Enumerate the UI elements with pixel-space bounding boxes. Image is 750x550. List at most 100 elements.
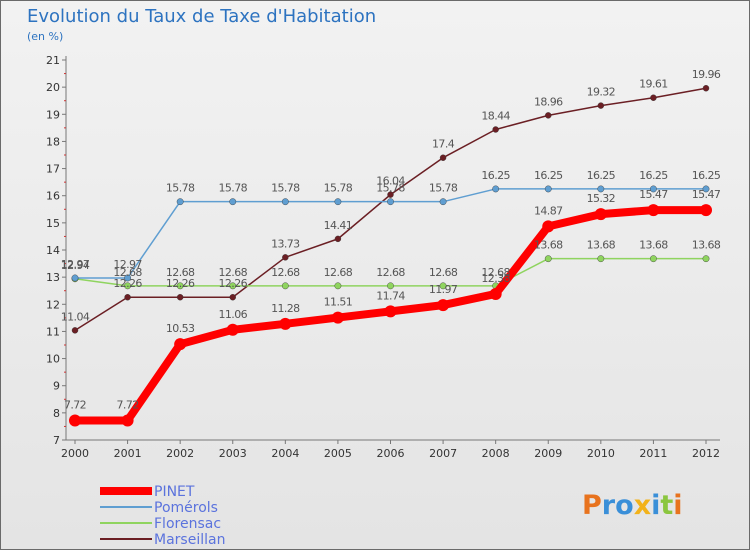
y-tick-label: 10 xyxy=(46,353,60,366)
data-point-marseillan xyxy=(387,191,394,198)
logo-letter: i xyxy=(651,490,661,521)
data-label-florensac: 12.68 xyxy=(113,266,142,279)
data-label-pomerols: 12.97 xyxy=(61,258,90,271)
y-tick-label: 15 xyxy=(46,217,60,230)
data-point-florensac xyxy=(176,282,184,290)
data-point-pomerols xyxy=(650,185,657,193)
data-label-pomerols: 15.78 xyxy=(219,182,248,195)
data-point-pinet xyxy=(69,414,81,427)
data-point-florensac xyxy=(387,282,394,290)
data-label-marseillan: 19.61 xyxy=(639,78,668,91)
data-point-marseillan xyxy=(545,112,552,119)
data-point-pomerols xyxy=(281,198,289,206)
legend-swatch xyxy=(100,506,152,508)
x-tick-label: 2012 xyxy=(692,447,720,460)
x-tick-label: 2004 xyxy=(271,447,299,460)
legend-label: Marseillan xyxy=(154,532,226,548)
data-label-marseillan: 11.04 xyxy=(61,310,90,323)
chart-subtitle: (en %) xyxy=(27,30,64,43)
data-label-pinet: 7.72 xyxy=(117,398,139,411)
data-point-pomerols xyxy=(387,198,394,206)
data-label-florensac: 13.68 xyxy=(639,239,668,252)
legend-label: PINET xyxy=(154,484,195,500)
x-tick-label: 2003 xyxy=(219,447,247,460)
data-label-marseillan: 18.96 xyxy=(534,95,563,108)
data-point-florensac xyxy=(124,282,131,290)
data-label-florensac: 13.68 xyxy=(534,239,563,252)
data-label-pinet: 14.87 xyxy=(534,204,563,217)
data-point-marseillan xyxy=(176,294,184,301)
x-tick-label: 2008 xyxy=(482,447,510,460)
x-tick-label: 2007 xyxy=(429,447,457,460)
data-point-marseillan xyxy=(282,254,289,261)
data-labels-layer: 7.72 7.72 10.53 11.06 11.28 11.51 11.74 11.97 12… xyxy=(61,68,722,411)
logo-letter: o xyxy=(615,490,634,521)
y-tick-label: 13 xyxy=(46,271,60,284)
data-point-pinet xyxy=(121,414,134,427)
data-label-florensac: 12.68 xyxy=(219,266,248,279)
data-point-pinet xyxy=(700,204,712,217)
x-tick-label: 2011 xyxy=(639,447,667,460)
data-label-florensac: 12.68 xyxy=(324,266,353,279)
data-point-pomerols xyxy=(124,274,131,282)
data-point-florensac xyxy=(650,255,657,263)
legend-swatch xyxy=(100,538,152,540)
data-point-florensac xyxy=(281,282,289,290)
data-point-pomerols xyxy=(439,198,447,206)
data-point-marseillan xyxy=(597,102,605,109)
data-label-pinet: 7.72 xyxy=(64,398,86,411)
data-label-pomerols: 15.78 xyxy=(271,182,300,195)
data-point-pomerols xyxy=(544,185,552,193)
data-point-marseillan xyxy=(650,94,657,101)
logo-letter: i xyxy=(673,490,683,521)
data-label-pomerols: 12.97 xyxy=(113,258,142,271)
data-label-marseillan: 19.32 xyxy=(587,86,616,99)
data-point-pinet xyxy=(489,287,502,300)
x-tick-label: 2005 xyxy=(324,447,352,460)
data-point-pinet xyxy=(542,220,555,233)
legend-item-marseillan: Marseillan xyxy=(100,532,340,548)
data-point-pinet xyxy=(647,204,660,217)
data-point-marseillan xyxy=(439,154,447,161)
axes: 7 8 9 10 11 12 13 14 15 16 17 18 19 20 21 2000 2001 2002 2… xyxy=(46,54,720,460)
x-tick-label: 2006 xyxy=(377,447,405,460)
data-point-florensac xyxy=(439,282,447,290)
data-label-marseillan: 17.4 xyxy=(432,138,455,151)
data-label-pomerols: 16.25 xyxy=(639,169,668,182)
data-point-pinet xyxy=(174,338,187,351)
data-label-pinet: 11.97 xyxy=(429,283,458,296)
data-point-pomerols xyxy=(176,198,184,206)
data-label-pomerols: 16.25 xyxy=(587,169,616,182)
data-point-marseillan xyxy=(702,85,710,92)
data-point-pomerols xyxy=(71,274,79,282)
data-point-marseillan xyxy=(492,126,499,133)
data-label-pinet: 15.47 xyxy=(692,188,721,201)
data-point-marseillan xyxy=(334,235,342,243)
data-point-florensac xyxy=(544,255,552,263)
data-label-pomerols: 16.25 xyxy=(692,169,721,182)
y-tick-label: 14 xyxy=(46,244,60,257)
data-point-florensac xyxy=(702,255,710,263)
legend-label: Florensac xyxy=(154,516,222,532)
series-layer xyxy=(69,85,712,427)
data-label-pinet: 10.53 xyxy=(166,322,195,335)
legend-item-florensac: Florensac xyxy=(100,516,340,532)
data-point-marseillan xyxy=(229,294,236,301)
data-label-pomerols: 16.25 xyxy=(534,169,563,182)
data-label-pinet: 15.47 xyxy=(639,188,668,201)
data-point-pomerols xyxy=(334,198,342,206)
data-label-florensac: 12.94 xyxy=(61,259,90,272)
y-tick-label: 12 xyxy=(46,298,60,311)
data-label-marseillan: 16.04 xyxy=(376,175,405,188)
proxiti-logo: Proxiti xyxy=(582,490,683,521)
x-tick-label: 2010 xyxy=(587,447,615,460)
data-label-pinet: 12.38 xyxy=(481,272,510,285)
legend-swatch xyxy=(100,522,152,524)
data-point-pinet xyxy=(437,299,450,312)
data-point-marseillan xyxy=(124,294,131,301)
data-label-marseillan: 18.44 xyxy=(481,109,510,122)
y-tick-label: 9 xyxy=(53,380,60,393)
data-label-marseillan: 12.26 xyxy=(219,277,248,290)
y-tick-label: 20 xyxy=(46,81,60,94)
data-point-florensac xyxy=(229,282,237,290)
